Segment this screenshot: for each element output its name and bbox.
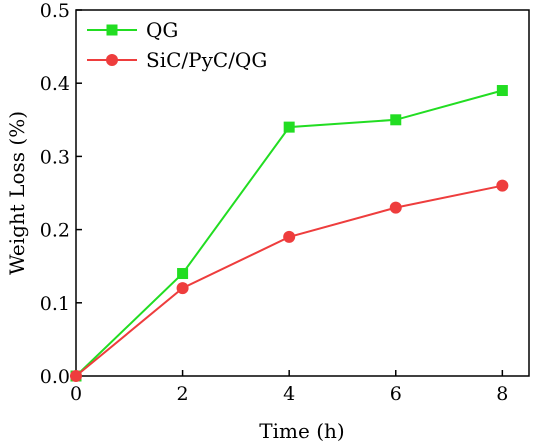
data-point-sic-pyc-qg: [496, 179, 509, 192]
x-tick-label: 0: [70, 383, 82, 405]
x-tick-label: 4: [283, 383, 295, 405]
y-tick-label: 0.4: [40, 73, 70, 95]
x-tick-label: 6: [390, 383, 402, 405]
plot-frame: [75, 9, 530, 377]
data-point-qg: [283, 121, 295, 133]
x-axis-title: Time (h): [259, 419, 344, 443]
series-sic-pyc-qg: [70, 179, 509, 382]
y-tick-label: 0.1: [40, 293, 70, 315]
axis-ticks: 0 2 4 6 8 0.0 0.1 0.2 0.3 0.4 0.5: [40, 0, 509, 405]
legend-label-qg: QG: [146, 18, 178, 42]
data-point-sic-pyc-qg: [70, 370, 82, 382]
y-tick-label: 0.5: [40, 0, 70, 22]
series-layer: [70, 85, 509, 382]
y-axis-title: Weight Loss (%): [5, 111, 29, 275]
data-point-sic-pyc-qg: [176, 282, 189, 295]
data-point-qg: [390, 114, 402, 126]
data-point-qg: [177, 268, 189, 280]
data-point-qg: [496, 85, 508, 97]
data-point-sic-pyc-qg: [283, 230, 296, 243]
y-tick-label: 0.3: [40, 146, 70, 168]
x-tick-label: 8: [496, 383, 508, 405]
legend-marker-sic-pyc-qg: [106, 54, 118, 66]
legend: QG SiC/PyC/QG: [87, 18, 267, 72]
y-tick-label: 0.2: [40, 220, 70, 242]
legend-label-sic-pyc-qg: SiC/PyC/QG: [146, 48, 267, 72]
y-tick-label: 0.0: [40, 366, 70, 388]
x-tick-label: 2: [177, 383, 189, 405]
data-point-sic-pyc-qg: [389, 201, 402, 214]
series-line-sic-pyc-qg: [75, 184, 503, 377]
legend-marker-qg: [106, 24, 118, 36]
